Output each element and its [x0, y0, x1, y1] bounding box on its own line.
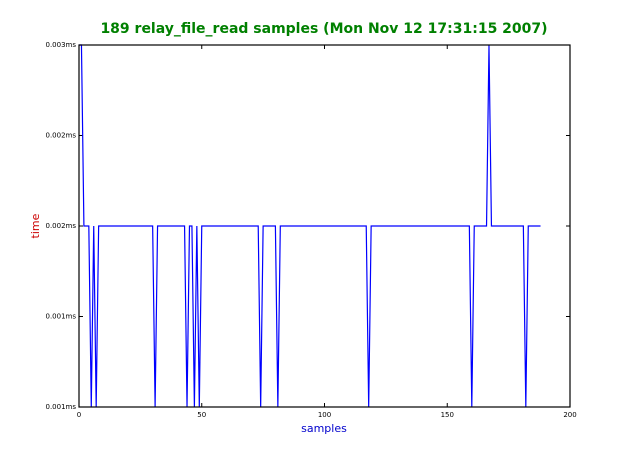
x-tick-label: 0 [77, 411, 81, 419]
x-tick-label: 50 [197, 411, 206, 419]
y-tick-label: 0.003ms [45, 41, 76, 49]
x-axis-label: samples [301, 422, 347, 435]
y-tick-label: 0.001ms [45, 313, 76, 321]
x-tick-label: 100 [318, 411, 331, 419]
y-tick-label: 0.001ms [45, 403, 76, 411]
y-tick-label: 0.002ms [45, 222, 76, 230]
y-tick-label: 0.002ms [45, 132, 76, 140]
x-tick-label: 150 [441, 411, 454, 419]
x-tick-label: 200 [563, 411, 576, 419]
data-line [79, 44, 541, 408]
y-axis-label: time [29, 213, 42, 238]
chart-title: 189 relay_file_read samples (Mon Nov 12 … [100, 21, 547, 37]
plot-frame [78, 44, 571, 408]
